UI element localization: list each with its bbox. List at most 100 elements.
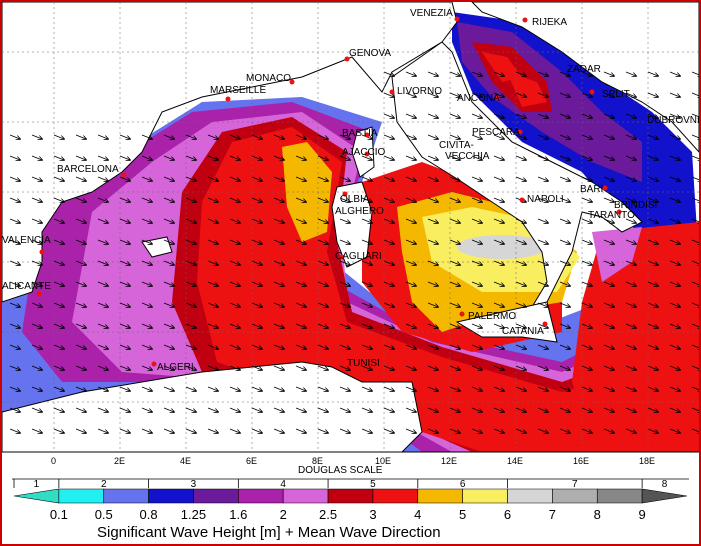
direction-arrow	[119, 323, 130, 328]
legend-title: Significant Wave Height [m] + Mean Wave …	[97, 524, 441, 541]
direction-arrow	[339, 260, 350, 265]
direction-arrow	[669, 386, 680, 391]
direction-arrow	[515, 407, 526, 412]
direction-arrow	[141, 428, 152, 433]
direction-arrow	[603, 365, 614, 370]
city-label-catania: CATANIA	[502, 326, 544, 337]
direction-arrow	[405, 155, 416, 160]
direction-arrow	[229, 323, 240, 328]
direction-arrow	[471, 428, 482, 433]
direction-arrow	[295, 281, 306, 286]
direction-arrow	[317, 260, 328, 265]
colorbar-segment	[148, 488, 194, 504]
direction-arrow	[603, 218, 614, 223]
direction-arrow	[53, 260, 64, 265]
direction-arrow	[75, 407, 86, 412]
direction-arrow	[31, 197, 42, 202]
direction-arrow	[405, 134, 416, 139]
direction-arrow	[581, 197, 592, 202]
direction-arrow	[383, 365, 394, 370]
direction-arrow	[273, 428, 284, 433]
threshold-label: 0.1	[50, 507, 68, 522]
direction-arrow	[97, 239, 108, 244]
direction-arrow	[493, 176, 504, 181]
colorbar-segment	[641, 488, 688, 504]
direction-arrow	[97, 218, 108, 223]
direction-arrow	[625, 134, 636, 139]
direction-arrow	[647, 155, 658, 160]
direction-arrow	[471, 365, 482, 370]
direction-arrow	[427, 176, 438, 181]
direction-arrow	[339, 239, 350, 244]
direction-arrow	[251, 302, 262, 307]
direction-arrow	[229, 344, 240, 349]
direction-arrow	[9, 365, 20, 370]
colorbar	[13, 488, 688, 504]
direction-arrow	[141, 386, 152, 391]
direction-arrow	[471, 176, 482, 181]
direction-arrow	[9, 176, 20, 181]
city-label-barcelona: BARCELONA	[57, 164, 119, 175]
direction-arrow	[273, 344, 284, 349]
direction-arrow	[405, 407, 416, 412]
direction-arrow	[383, 71, 394, 76]
direction-arrow	[295, 428, 306, 433]
direction-arrow	[141, 323, 152, 328]
direction-arrow	[581, 260, 592, 265]
direction-arrow	[515, 113, 526, 118]
direction-arrow	[229, 407, 240, 412]
direction-arrow	[361, 260, 372, 265]
direction-arrow	[75, 344, 86, 349]
direction-arrow	[581, 71, 592, 76]
douglas-value: 8	[662, 479, 668, 490]
direction-arrow	[185, 281, 196, 286]
direction-arrow	[229, 134, 240, 139]
colorbar-segment	[417, 488, 463, 504]
direction-arrow	[53, 218, 64, 223]
direction-arrow	[405, 218, 416, 223]
direction-arrow	[53, 386, 64, 391]
direction-arrow	[97, 386, 108, 391]
direction-arrow	[251, 323, 262, 328]
direction-arrow	[9, 344, 20, 349]
direction-arrow	[31, 176, 42, 181]
direction-arrow	[669, 281, 680, 286]
direction-arrow	[31, 218, 42, 223]
direction-arrow	[537, 71, 548, 76]
direction-arrow	[515, 71, 526, 76]
direction-arrow	[625, 197, 636, 202]
lon-label-14e: 14E	[507, 456, 523, 466]
direction-arrow	[427, 386, 438, 391]
direction-arrow	[207, 365, 218, 370]
direction-arrow	[669, 302, 680, 307]
direction-arrow	[493, 302, 504, 307]
direction-arrow	[97, 134, 108, 139]
direction-arrow	[625, 71, 636, 76]
direction-arrow	[669, 176, 680, 181]
direction-arrow	[647, 281, 658, 286]
direction-arrow	[317, 365, 328, 370]
direction-arrow	[669, 365, 680, 370]
colorbar-segment	[238, 488, 284, 504]
direction-arrow	[53, 344, 64, 349]
direction-arrow	[75, 302, 86, 307]
direction-arrow	[273, 323, 284, 328]
direction-arrow	[581, 407, 592, 412]
douglas-value: 1	[34, 479, 40, 490]
direction-arrow	[295, 344, 306, 349]
direction-arrow	[185, 302, 196, 307]
direction-arrow	[383, 386, 394, 391]
direction-arrow	[493, 71, 504, 76]
direction-arrow	[559, 281, 570, 286]
direction-arrow	[229, 386, 240, 391]
douglas-value: 5	[370, 479, 376, 490]
direction-arrow	[9, 386, 20, 391]
direction-arrow	[207, 239, 218, 244]
direction-arrow	[427, 71, 438, 76]
direction-arrow	[515, 260, 526, 265]
direction-arrow	[339, 428, 350, 433]
direction-arrow	[9, 134, 20, 139]
direction-arrow	[163, 407, 174, 412]
douglas-scale-label: DOUGLAS SCALE	[298, 465, 383, 476]
direction-arrow	[493, 113, 504, 118]
